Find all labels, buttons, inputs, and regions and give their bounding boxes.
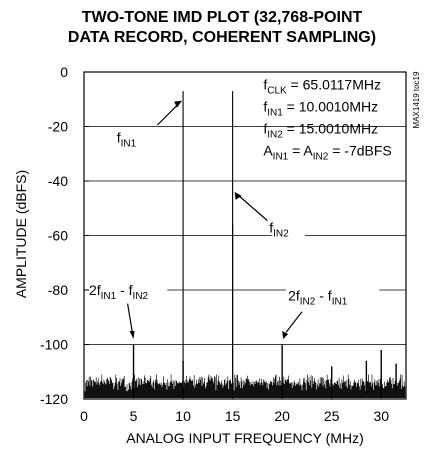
y-tick-label: -60	[48, 228, 68, 244]
condition-line-4: AIN1 = AIN2 = -7dBFS	[263, 142, 391, 162]
arrow-2fin2-fin1	[285, 311, 303, 333]
x-tick-label: 0	[80, 408, 88, 424]
x-tick-label: 5	[130, 408, 138, 424]
x-tick-label: 25	[324, 408, 340, 424]
side-code-label: MAX1419 toc19	[412, 71, 421, 128]
chart-title-line-1: TWO-TONE IMD PLOT (32,768-POINT	[82, 9, 363, 26]
chart-title-line-2: DATA RECORD, COHERENT SAMPLING)	[68, 29, 376, 46]
x-tick-label: 30	[373, 408, 389, 424]
y-tick-label: 0	[60, 64, 68, 80]
x-tick-label: 10	[175, 408, 191, 424]
spectral-lines	[132, 91, 397, 394]
x-tick-label: 15	[225, 408, 241, 424]
label-2fin1-fin2: 2fIN1 - fIN2	[89, 282, 149, 302]
y-tick-label: -120	[40, 391, 68, 407]
grid-lines	[84, 126, 406, 345]
arrowhead-fin2	[234, 191, 242, 200]
y-tick-label: -20	[48, 119, 68, 135]
arrow-fin2	[237, 194, 268, 221]
x-axis-label: ANALOG INPUT FREQUENCY (MHz)	[126, 430, 364, 446]
axis-ticks: 0 5 10 15 20 25 30 0 -20 -40 -60 -80 -100 -120	[40, 64, 389, 424]
condition-line-3: fIN2 = 15.0010MHz	[263, 120, 378, 140]
noise-floor	[84, 374, 406, 398]
annotations: fIN1 fIN2 2fIN1 - fIN2 2fIN2 - fIN1	[89, 100, 348, 340]
y-tick-label: -80	[48, 282, 68, 298]
label-2fin2-fin1: 2fIN2 - fIN1	[288, 287, 348, 307]
plot-frame	[83, 71, 407, 400]
arrowhead-2fin1-fin2	[129, 331, 135, 340]
x-tick-label: 20	[274, 408, 290, 424]
arrowhead-fin1	[174, 100, 183, 108]
condition-line-2: fIN1 = 10.0010MHz	[263, 98, 378, 118]
arrowhead-2fin2-fin1	[282, 331, 289, 340]
y-tick-label: -100	[40, 337, 68, 353]
condition-line-1: fCLK = 65.0117MHz	[263, 76, 381, 96]
y-tick-label: -40	[48, 173, 68, 189]
arrow-fin1	[156, 102, 180, 126]
label-fin2: fIN2	[269, 219, 289, 239]
label-fin1: fIN1	[117, 129, 137, 149]
noise-floor-trace	[84, 374, 406, 398]
arrow-2fin1-fin2	[127, 303, 134, 334]
y-axis-label: AMPLITUDE (dBFS)	[13, 170, 29, 298]
